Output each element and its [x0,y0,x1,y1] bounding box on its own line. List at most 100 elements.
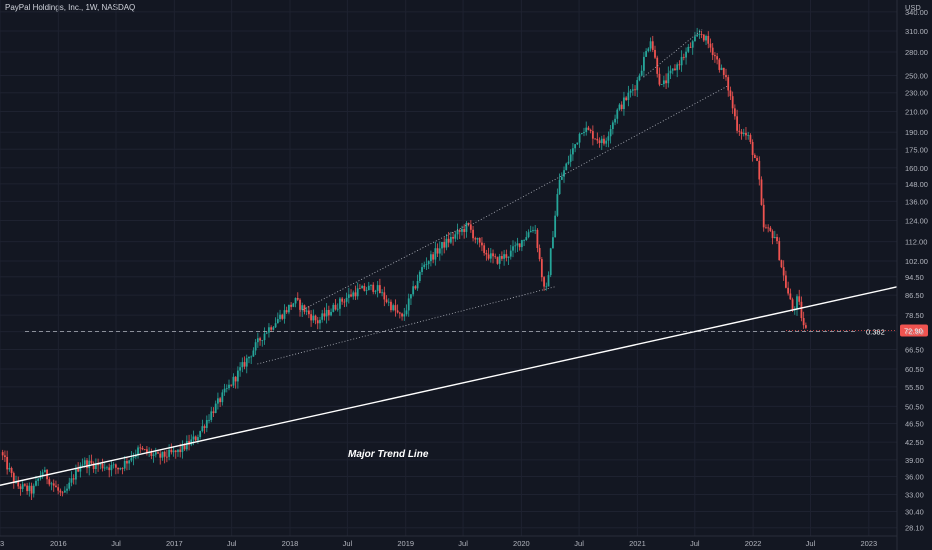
candle-body [798,296,801,302]
candle-body [556,194,559,216]
candle-body [711,47,714,56]
candle-body [574,144,577,149]
candle-body [509,250,512,257]
candle-body [662,80,665,85]
candle-body [279,314,281,320]
candle-body [367,285,370,291]
candle-body [580,133,583,134]
candle-body [740,131,743,134]
candle-body [350,294,352,297]
candle-body [139,447,142,449]
candle-body [696,34,699,37]
candle-body [185,441,188,450]
candle-body [647,48,650,52]
candle-body [336,308,339,310]
candle-body [392,305,395,311]
candle-body [418,272,421,281]
candle-body [778,241,781,261]
price-tick-label: 102.00 [905,257,928,266]
candle-body [268,327,270,333]
candle-body [55,485,57,488]
candle-body [165,456,168,458]
candle-body [736,116,738,131]
candle-body [427,261,430,265]
candle-body [403,314,406,317]
candle-body [23,484,26,486]
candle-body [265,332,268,334]
candle-body [390,301,392,311]
candle-body [327,309,330,316]
candle-body [503,254,506,259]
candle-body [143,449,146,451]
candle-body [625,97,628,101]
candle-body [476,238,479,240]
candle-body [443,242,446,248]
candle-body [694,36,696,42]
candle-body [456,230,459,235]
candle-body [654,49,656,58]
candle-body [587,127,590,130]
candle-body [163,451,166,457]
candle-body [718,59,721,70]
candle-body [771,231,774,239]
candle-body [585,127,588,132]
candle-body [230,384,233,386]
time-tick-label: Jul [458,539,468,548]
candle-body [498,256,501,264]
candle-body [478,238,481,243]
candle-body [782,267,785,276]
candle-body [81,464,84,466]
candle-body [146,449,148,453]
candle-body [114,464,117,468]
time-tick-label: 2018 [282,539,299,548]
candle-body [75,468,77,480]
candle-body [445,238,448,248]
price-tick-label: 230.00 [905,89,928,98]
candle-body [256,338,259,343]
price-tick-label: 310.00 [905,27,928,36]
time-tick-label: Jul [806,539,816,548]
time-tick-label: 2023 [860,539,877,548]
candle-body [474,238,477,240]
candle-body [705,35,707,41]
candle-body [232,376,235,386]
candle-body [179,449,182,453]
candle-body [714,55,716,57]
price-tick-label: 72.50 [905,328,924,337]
candle-body [787,287,790,294]
candle-body [325,309,328,317]
candle-body [181,444,184,453]
candle-body [330,311,332,316]
candle-body [103,467,106,469]
candle-body [554,215,557,238]
candle-body [773,237,776,239]
candle-body [731,96,734,109]
time-tick-label: 13 [0,539,4,548]
candle-body [52,483,55,486]
time-tick-label: Jul [111,539,121,548]
candle-body [449,237,452,243]
candle-body [132,456,135,459]
time-tick-label: 2017 [166,539,183,548]
candle-body [791,299,794,311]
candle-body [43,469,46,473]
candle-body [376,285,379,291]
candle-body [742,132,745,134]
candle-body [248,356,250,359]
candle-body [421,267,423,273]
candle-body [611,122,614,130]
candle-body [378,285,381,294]
candle-body [569,154,572,162]
price-tick-label: 136.00 [905,197,928,206]
candle-body [190,439,193,445]
price-tick-label: 175.00 [905,145,928,154]
candle-body [591,131,594,139]
candle-body [61,492,64,494]
candle-body [667,73,670,84]
candle-body [39,475,42,479]
candle-body [123,461,126,469]
price-tick-label: 210.00 [905,108,928,117]
candle-body [294,298,297,304]
price-tick-label: 66.50 [905,345,924,354]
